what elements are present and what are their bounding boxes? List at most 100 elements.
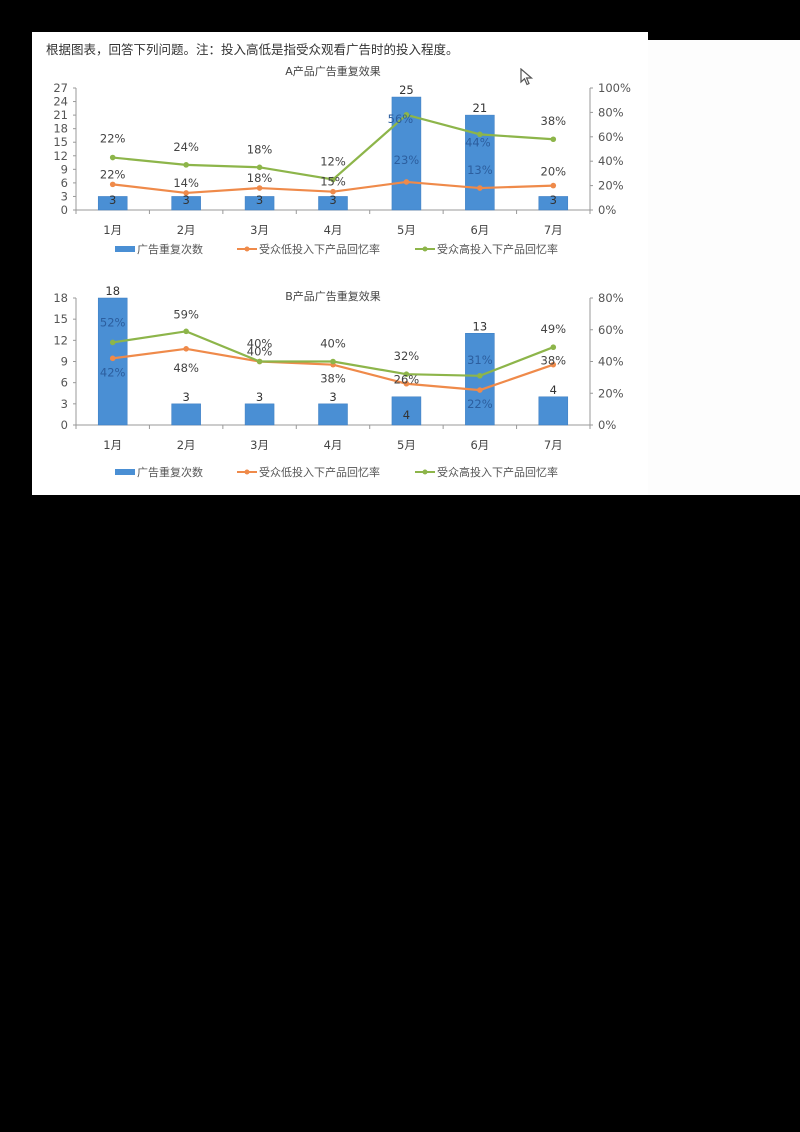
x-axis-label: 4月 — [324, 223, 343, 237]
right-axis-tick: 0% — [598, 418, 616, 432]
line-marker — [550, 182, 557, 189]
x-axis-label: 3月 — [250, 438, 269, 452]
line-marker — [477, 185, 483, 191]
line-value-label: 42% — [100, 365, 126, 379]
x-axis-label: 2月 — [177, 438, 196, 452]
bar-value-label: 18 — [105, 284, 120, 298]
left-axis-tick: 0 — [61, 418, 68, 432]
bar-value-label: 13 — [473, 319, 488, 333]
left-axis-tick: 9 — [61, 355, 68, 369]
chart-a: A产品广告重复效果03691215182124270%20%40%60%80%1… — [53, 64, 631, 256]
line-value-label: 38% — [320, 372, 346, 386]
line-marker — [109, 339, 116, 346]
left-axis-tick: 0 — [61, 203, 68, 217]
left-axis-tick: 24 — [53, 95, 68, 109]
right-axis-tick: 60% — [598, 130, 624, 144]
line-marker — [477, 372, 483, 379]
bar — [97, 196, 128, 211]
mouse-cursor-icon — [520, 67, 534, 90]
line-value-label: 56% — [388, 112, 414, 126]
bar-value-label: 25 — [399, 83, 414, 97]
line-value-label: 40% — [247, 337, 273, 351]
bar — [318, 196, 348, 211]
line-value-label: 38% — [541, 114, 567, 128]
line-value-label: 22% — [467, 397, 493, 411]
line-value-label: 18% — [247, 142, 273, 156]
line-value-label: 22% — [100, 132, 126, 146]
line-marker — [477, 131, 483, 138]
bar-value-label: 3 — [550, 193, 557, 207]
left-axis-tick: 27 — [53, 81, 68, 95]
x-axis-label: 7月 — [544, 223, 563, 237]
right-axis-tick: 80% — [598, 291, 624, 305]
right-axis-tick: 60% — [598, 323, 624, 337]
line-value-label: 22% — [100, 167, 126, 181]
legend-label: 受众低投入下产品回忆率 — [259, 465, 380, 479]
right-axis-tick: 80% — [598, 105, 624, 119]
right-axis-tick: 0% — [598, 203, 616, 217]
left-axis-tick: 18 — [53, 122, 68, 136]
line-marker — [550, 136, 557, 143]
line-marker — [330, 358, 336, 365]
line-value-label: 59% — [173, 307, 199, 321]
right-axis-tick: 40% — [598, 355, 624, 369]
legend-label: 受众高投入下产品回忆率 — [437, 465, 558, 479]
bar-value-label: 3 — [329, 193, 336, 207]
line-value-label: 20% — [541, 165, 567, 179]
bar — [538, 196, 569, 211]
line-marker — [550, 344, 557, 351]
bar-value-label: 4 — [550, 383, 557, 397]
legend: 广告重复次数 受众低投入下产品回忆率 受众高投入下产品回忆率 — [115, 242, 558, 256]
left-axis-tick: 6 — [61, 176, 68, 190]
left-axis-tick: 21 — [53, 108, 68, 122]
line-value-label: 23% — [394, 153, 420, 167]
line-marker — [403, 380, 410, 387]
line-value-label: 49% — [541, 322, 567, 336]
left-axis-tick: 6 — [61, 376, 68, 390]
legend-label: 受众高投入下产品回忆率 — [437, 242, 558, 256]
line-value-label: 15% — [320, 175, 346, 189]
bar — [318, 403, 348, 426]
x-axis-label: 7月 — [544, 438, 563, 452]
line-marker — [403, 179, 410, 185]
right-axis-tick: 100% — [598, 81, 631, 95]
right-axis-tick: 20% — [598, 386, 624, 400]
line-value-label: 26% — [394, 373, 420, 387]
bar — [244, 196, 275, 211]
question-text: 根据图表，回答下列问题。注：投入高低是指受众观看广告时的投入程度。 — [46, 42, 459, 57]
bar-value-label: 21 — [473, 101, 488, 115]
bar-value-label: 3 — [256, 390, 263, 404]
left-axis-tick: 3 — [61, 189, 68, 203]
line-value-label: 12% — [320, 155, 346, 169]
left-axis-tick: 18 — [53, 291, 68, 305]
line-marker — [550, 361, 557, 368]
legend-bar-swatch — [115, 246, 135, 252]
legend: 广告重复次数 受众低投入下产品回忆率 受众高投入下产品回忆率 — [115, 465, 558, 479]
bar-value-label: 3 — [109, 193, 116, 207]
line-marker — [256, 358, 263, 365]
bar — [171, 196, 201, 211]
line-marker — [330, 176, 336, 183]
line-marker — [403, 371, 410, 377]
left-axis-tick: 12 — [53, 333, 68, 347]
bar — [538, 396, 569, 426]
line-value-label: 24% — [173, 140, 199, 154]
bar — [171, 403, 201, 426]
line-value-label: 52% — [100, 315, 126, 329]
chart-b: B产品广告重复效果 0 3 6 9 12 15 18 0% 20% 40% 60% 80% 1月 2月 3月 4… — [53, 284, 624, 479]
line-value-label: 14% — [173, 176, 199, 190]
left-axis-tick: 15 — [53, 135, 68, 149]
line-value-label: 38% — [541, 354, 567, 368]
bar-value-label: 3 — [329, 390, 336, 404]
right-axis-tick: 20% — [598, 179, 624, 193]
bar-value-label: 4 — [403, 408, 410, 422]
x-axis-label: 1月 — [103, 223, 122, 237]
x-axis-label: 2月 — [177, 223, 196, 237]
x-axis-label: 6月 — [470, 223, 489, 237]
line-value-label: 48% — [173, 361, 199, 375]
line-value-label: 13% — [467, 163, 493, 177]
left-axis-tick: 3 — [61, 397, 68, 411]
page-extension — [648, 40, 800, 495]
line-marker — [256, 164, 263, 171]
legend-label: 广告重复次数 — [137, 242, 203, 256]
